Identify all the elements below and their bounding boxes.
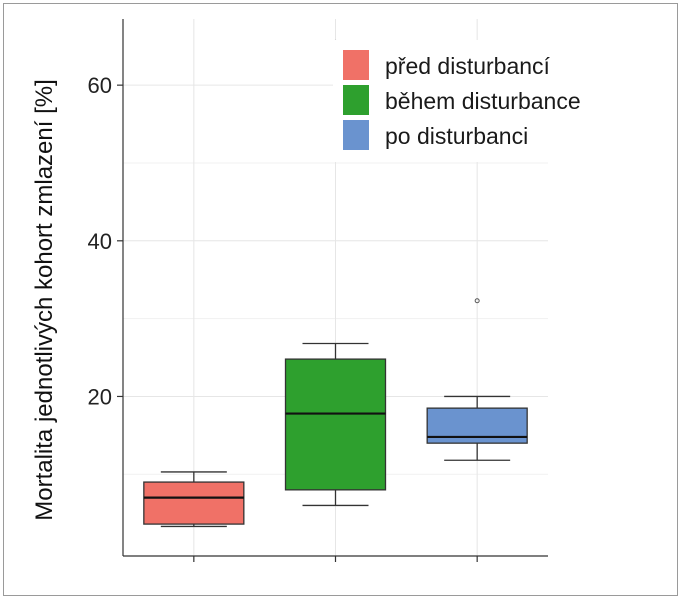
legend-swatch: [343, 85, 369, 115]
y-tick-label: 40: [88, 229, 112, 254]
box-body: [284, 358, 387, 491]
legend-swatch: [343, 120, 369, 150]
legend: před disturbancí během disturbance po dist…: [333, 40, 625, 162]
box-2: [284, 39, 387, 507]
y-axis-label: Mortalita jednotlivých kohort zmlazení […: [31, 79, 58, 521]
outlier-point: [474, 298, 480, 304]
boxes: [143, 39, 528, 528]
legend-label: před disturbancí: [385, 53, 551, 79]
legend-label: během disturbance: [385, 88, 581, 114]
y-tick-label: 20: [88, 384, 112, 409]
legend-label: po disturbanci: [385, 123, 528, 149]
y-ticks: 20 40 60: [88, 73, 478, 562]
box-1: [143, 471, 245, 528]
box-3: [426, 298, 528, 461]
y-tick-label: 60: [88, 73, 112, 98]
legend-swatch: [343, 50, 369, 80]
box-body: [143, 481, 245, 525]
legend-background: [333, 40, 625, 162]
